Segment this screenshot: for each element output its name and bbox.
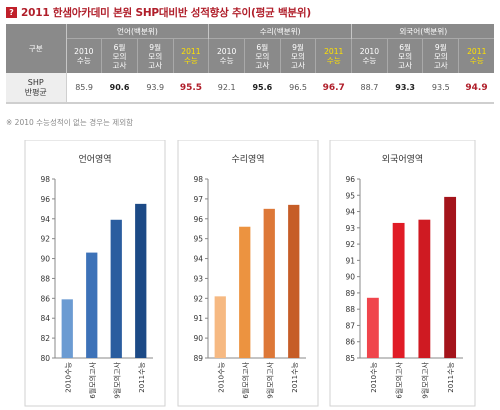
x-category-label: 6월모의고사: [88, 361, 97, 398]
x-category-label: 2011수능: [291, 361, 299, 392]
y-tick-label: 88: [40, 274, 50, 283]
x-category-label: 2010수능: [217, 361, 225, 392]
x-category-label: 9월모의고사: [112, 361, 121, 398]
y-tick-label: 87: [345, 321, 355, 330]
y-tick-label: 90: [40, 255, 50, 264]
bar: [392, 222, 405, 358]
bullet-marker-icon: ?: [6, 6, 17, 18]
group-header-english: 외국어(백분위): [399, 26, 448, 36]
table-cell: 95.6: [244, 73, 281, 104]
table-corner-header: 구분: [6, 24, 67, 73]
chart-2: 수리영역 89 90 91 92 93 94 95 96 97 98 2010수능 6월모의고사 9월모의…: [177, 140, 319, 407]
y-tick-label: 94: [193, 255, 203, 264]
column-header: 2010 수능: [66, 38, 103, 73]
bar: [366, 297, 379, 358]
y-tick-label: 84: [40, 314, 50, 323]
y-tick-label: 96: [193, 215, 203, 224]
group-header-language: 언어(백분위): [66, 24, 210, 39]
column-header-highlight: 2011 수능: [173, 38, 210, 73]
bar: [239, 226, 251, 358]
bar: [86, 252, 98, 358]
chart-1: 언어영역 80 82 84 86 88 90 92 94 96 98 2010수능 6월모의고사 9월모의…: [24, 140, 166, 407]
table-cell: 85.9: [66, 73, 102, 104]
x-category-label: 2011수능: [447, 361, 455, 392]
table-cell: 93.9: [137, 73, 174, 104]
y-tick-label: 94: [345, 208, 355, 217]
y-tick-label: 90: [345, 273, 355, 282]
column-header: 9월 모의 고사: [137, 38, 174, 73]
table-cell-highlight: 96.7: [315, 73, 352, 104]
y-tick-label: 80: [40, 354, 50, 363]
page-title: 2011 한샘아카데미 본원 SHP대비반 성적향상 추이(평균 백분위): [21, 6, 311, 19]
y-tick-label: 92: [193, 294, 203, 303]
table-cell: 90.6: [101, 73, 138, 104]
x-category-label: 9월모의고사: [420, 361, 429, 398]
y-tick-label: 92: [345, 240, 355, 249]
column-header: 2010 수능: [351, 38, 388, 73]
table-cell-highlight: 95.5: [173, 73, 209, 104]
column-header: 6월 모의 고사: [101, 38, 138, 73]
score-table: 구분 언어(백분위) 수리(백분위) 외국어(백분위) 2010 수능 6월 모의 고…: [6, 24, 495, 104]
bar: [214, 296, 226, 358]
charts-area: 언어영역 80 82 84 86 88 90 92 94 96 98 2010수능 6월모의고사 9월모의…: [24, 140, 476, 407]
y-tick-label: 89: [193, 354, 203, 363]
y-tick-label: 90: [193, 334, 203, 343]
bar: [263, 208, 275, 358]
y-tick-label: 94: [40, 215, 50, 224]
chart-title: 언어영역: [78, 153, 111, 165]
y-tick-label: 98: [40, 175, 50, 184]
chart-title: 외국어영역: [382, 153, 423, 165]
chart-title: 수리영역: [231, 154, 264, 165]
y-tick-label: 91: [345, 256, 355, 265]
y-tick-label: 93: [193, 274, 203, 283]
y-tick-label: 86: [345, 338, 355, 347]
x-category-label: 6월모의고사: [395, 361, 404, 398]
column-header: 6월 모의 고사: [244, 38, 281, 73]
x-category-label: 2010수능: [64, 361, 72, 392]
y-tick-label: 95: [193, 235, 203, 244]
y-tick-label: 98: [193, 175, 203, 184]
y-tick-label: 82: [40, 334, 50, 343]
y-tick-label: 93: [345, 224, 355, 233]
y-tick-label: 88: [345, 305, 355, 314]
table-cell: 93.3: [387, 73, 423, 104]
y-tick-label: 85: [345, 354, 355, 363]
y-tick-label: 91: [193, 314, 203, 323]
bar: [444, 196, 457, 358]
table-row: SHP 반평균 85.9 90.6 93.9 95.5 92.1 95.6 96.…: [6, 73, 495, 104]
y-tick-label: 95: [345, 191, 355, 200]
bar: [61, 299, 73, 358]
bar: [135, 203, 147, 358]
chart-3: 외국어영역 85 86 87 88 89 90 91 92 93 94 95 96 2010수능 6월모의고…: [329, 140, 476, 407]
row-label: SHP 반평균: [6, 73, 67, 104]
column-header-highlight: 2011 수능: [458, 38, 495, 73]
x-category-label: 2011수능: [138, 361, 146, 392]
bar: [288, 204, 300, 358]
report-title-row: ? 2011 한샘아카데미 본원 SHP대비반 성적향상 추이(평균 백분위): [6, 5, 311, 19]
column-header: 9월 모의 고사: [422, 38, 460, 73]
y-tick-label: 96: [345, 175, 355, 184]
column-header: 9월 모의 고사: [280, 38, 317, 73]
column-header: 2010 수능: [208, 38, 245, 73]
table-cell: 88.7: [351, 73, 388, 104]
column-header: 6월 모의 고사: [387, 38, 424, 73]
y-tick-label: 96: [40, 195, 50, 204]
bar: [418, 219, 431, 358]
y-tick-label: 86: [40, 294, 50, 303]
bar: [110, 219, 122, 358]
table-cell-highlight: 94.9: [458, 73, 495, 104]
group-header-math: 수리(백분위): [208, 24, 353, 39]
x-category-label: 9월모의고사: [265, 361, 274, 398]
y-tick-label: 92: [40, 235, 50, 244]
table-cell: 93.5: [422, 73, 459, 104]
table-cell: 92.1: [208, 73, 245, 104]
x-category-label: 2010수능: [370, 361, 378, 392]
x-category-label: 6월모의고사: [241, 361, 250, 398]
footnote: ※ 2010 수능성적이 없는 경우는 제외함: [6, 118, 133, 127]
y-tick-label: 97: [193, 195, 203, 204]
column-header-highlight: 2011 수능: [315, 38, 353, 73]
y-tick-label: 89: [345, 289, 355, 298]
table-cell: 96.5: [280, 73, 316, 104]
